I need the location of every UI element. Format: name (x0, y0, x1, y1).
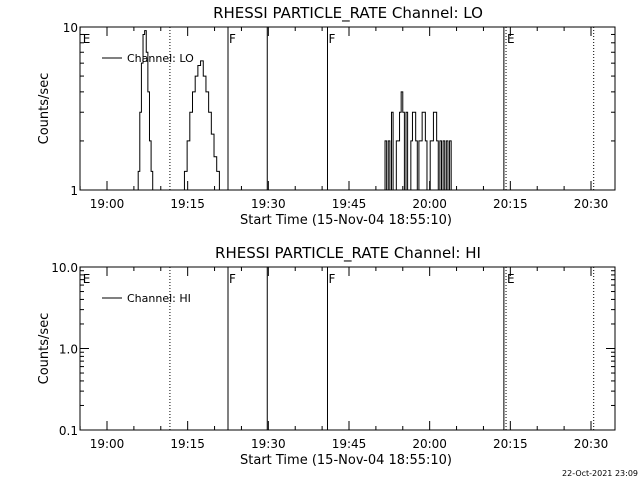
flag-label: F (328, 272, 335, 286)
flag-label: F (229, 32, 236, 46)
x-tick-label: 19:30 (251, 197, 286, 211)
x-tick-label: 20:00 (412, 197, 447, 211)
y-tick-label: 0.1 (59, 424, 78, 438)
lo-channel-panel: RHESSI PARTICLE_RATE Channel: LO Counts/s… (37, 4, 616, 228)
y-axis-label: Counts/sec (37, 313, 52, 385)
x-tick-label: 20:00 (412, 437, 447, 451)
x-tick-label: 19:15 (170, 437, 205, 451)
y-axis-label: Counts/sec (37, 73, 52, 145)
legend-label: Channel: LO (127, 52, 194, 65)
y-tick-label: 10 (63, 21, 78, 35)
footer-timestamp: 22-Oct-2021 23:09 (562, 469, 638, 478)
x-tick-label: 20:30 (574, 437, 609, 451)
legend-label: Channel: HI (127, 292, 191, 305)
hi-channel-panel: RHESSI PARTICLE_RATE Channel: HI Counts/s… (37, 244, 616, 468)
flag-label: E (83, 272, 91, 286)
x-tick-label: 20:15 (493, 197, 528, 211)
x-tick-label: 19:00 (90, 437, 125, 451)
x-tick-label: 19:00 (90, 197, 125, 211)
flag-label: E (507, 32, 515, 46)
x-tick-label: 19:15 (170, 197, 205, 211)
x-tick-label: 20:30 (574, 197, 609, 211)
x-axis-label: Start Time (15-Nov-04 18:55:10) (240, 213, 452, 228)
y-tick-label: 1.0 (59, 343, 78, 357)
x-tick-label: 19:45 (332, 197, 367, 211)
y-tick-label: 1 (70, 184, 78, 198)
x-tick-label: 19:45 (332, 437, 367, 451)
x-tick-label: 19:30 (251, 437, 286, 451)
x-axis-label: Start Time (15-Nov-04 18:55:10) (240, 453, 452, 468)
flag-label: F (229, 272, 236, 286)
flag-label: E (83, 32, 91, 46)
y-tick-label: 10.0 (51, 261, 78, 275)
flag-label: F (328, 32, 335, 46)
x-tick-label: 20:15 (493, 437, 528, 451)
flag-label: E (507, 272, 515, 286)
series-line (136, 30, 457, 191)
chart-title: RHESSI PARTICLE_RATE Channel: LO (213, 4, 483, 23)
chart-title: RHESSI PARTICLE_RATE Channel: HI (215, 244, 481, 263)
